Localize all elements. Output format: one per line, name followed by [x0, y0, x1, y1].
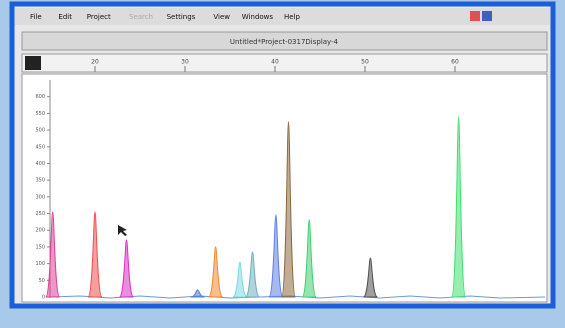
y-tick-label: 600	[35, 94, 45, 100]
ruler-label: 60	[451, 59, 459, 66]
menu-item[interactable]: Help	[284, 13, 301, 21]
y-tick-label: 150	[35, 244, 45, 250]
menu-item[interactable]: Search	[129, 13, 153, 21]
menu-item[interactable]: View	[213, 13, 230, 21]
window-title: Untitled*Project-0317Display-4	[230, 38, 339, 46]
y-tick-label: 200	[35, 228, 45, 234]
y-tick-label: 0	[42, 295, 45, 301]
menu-item[interactable]: Edit	[58, 13, 72, 21]
y-tick-label: 550	[35, 111, 45, 117]
ruler-label: 50	[361, 59, 369, 66]
ruler-label: 20	[91, 59, 99, 66]
y-tick-label: 300	[35, 194, 45, 200]
ruler-icon	[25, 56, 41, 70]
y-tick-label: 450	[35, 144, 45, 150]
menu-item[interactable]: Settings	[167, 13, 196, 21]
menu-item[interactable]: File	[30, 13, 42, 21]
y-tick-label: 250	[35, 211, 45, 217]
flag-icon	[470, 11, 480, 21]
y-tick-label: 500	[35, 128, 45, 134]
ruler-label: 30	[181, 59, 189, 66]
y-tick-label: 50	[39, 278, 45, 284]
ruler-label: 40	[271, 59, 279, 66]
y-tick-label: 400	[35, 161, 45, 167]
app-icon	[482, 11, 492, 21]
menu-item[interactable]: Windows	[242, 13, 274, 21]
y-tick-label: 100	[35, 261, 45, 267]
menu-item[interactable]: Project	[87, 13, 111, 21]
ruler	[22, 54, 547, 72]
y-tick-label: 350	[35, 178, 45, 184]
screenshot: File Edit Project Search Settings View Windows…	[0, 0, 565, 324]
